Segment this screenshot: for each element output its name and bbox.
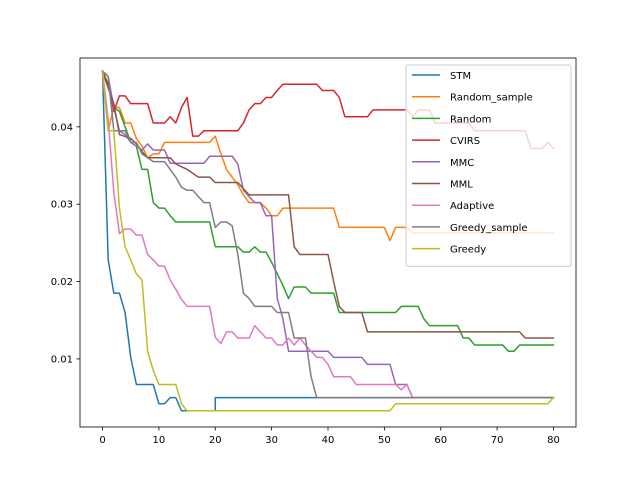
y-tick-label: 0.01 <box>51 354 73 365</box>
y-tick-label: 0.04 <box>51 122 73 133</box>
legend-label-greedy: Greedy <box>450 245 486 256</box>
series-layer <box>101 70 555 412</box>
x-tick-label: 20 <box>209 435 222 446</box>
y-tick-label: 0.02 <box>51 277 73 288</box>
x-tick-label: 30 <box>265 435 278 446</box>
x-tick-label: 50 <box>378 435 391 446</box>
legend-label-random-sample: Random_sample <box>450 93 533 104</box>
x-tick-label: 80 <box>547 435 560 446</box>
series-line-mmc <box>101 70 555 399</box>
series-line-random-sample <box>101 70 555 242</box>
legend-box <box>405 64 572 267</box>
legend-label-random: Random <box>450 114 491 125</box>
x-tick-label: 60 <box>434 435 447 446</box>
y-tick-label: 0.03 <box>51 200 73 211</box>
x-tick-label: 40 <box>322 435 335 446</box>
series-line-greedy-sample <box>101 70 555 399</box>
legend-label-mmc: MMC <box>450 158 474 169</box>
series-line-adaptive <box>101 70 555 399</box>
series-line-random <box>101 70 555 352</box>
x-tick-label: 10 <box>153 435 166 446</box>
legend-label-stm: STM <box>450 71 471 82</box>
legend-label-mml: MML <box>450 180 473 191</box>
legend-label-greedy-sample: Greedy_sample <box>450 223 528 234</box>
axes-layer: 0 10 20 30 40 50 60 70 80 0.01 0.02 0.03 0.04 <box>51 57 577 446</box>
legend-label-adaptive: Adaptive <box>450 201 494 212</box>
x-tick-label: 0 <box>99 435 105 446</box>
series-line-greedy <box>101 70 555 412</box>
legend: STM Random_sample Random CVIRS MMC MML Adaptiv… <box>405 64 572 267</box>
x-tick-label: 70 <box>491 435 504 446</box>
legend-label-cvirs: CVIRS <box>450 136 480 147</box>
